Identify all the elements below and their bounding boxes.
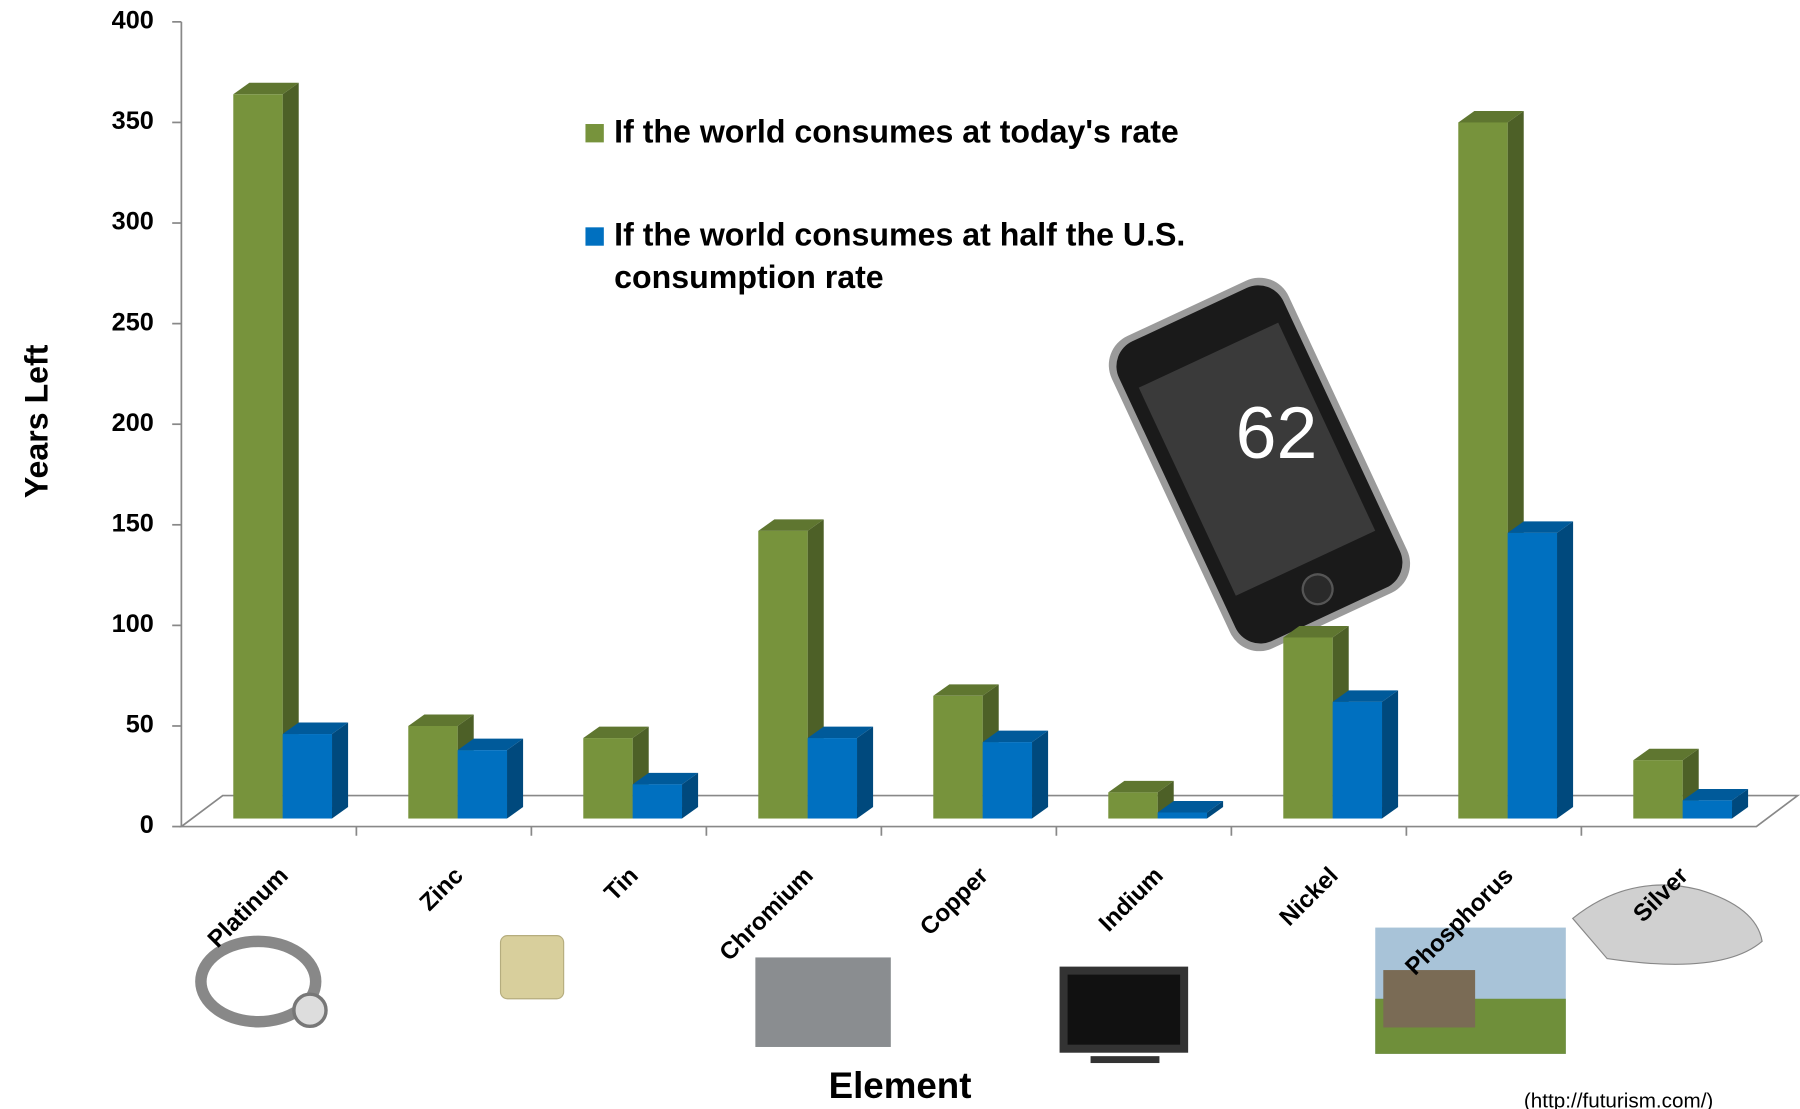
bar [1332, 690, 1399, 819]
bar-top [457, 738, 524, 751]
x-tick-label: Nickel [1274, 862, 1343, 931]
bar-top [1682, 788, 1749, 801]
bar-top [1332, 690, 1399, 702]
car-illustration [1571, 884, 1763, 965]
bar [457, 738, 524, 819]
y-tick-label: 150 [112, 509, 154, 537]
y-tick-label: 300 [112, 208, 154, 236]
legend-line: If the world consumes at today's rate [614, 114, 1179, 150]
legend-label: If the world consumes at today's rate [614, 114, 1179, 150]
bar-top [807, 726, 874, 739]
legend-swatch [585, 124, 604, 143]
bar-front [1108, 792, 1158, 819]
bar [982, 730, 1049, 819]
bar [1633, 748, 1699, 819]
y-axis-label: Years Left [19, 344, 55, 498]
bar-side [1207, 801, 1224, 819]
bar-top [1633, 748, 1699, 761]
bar-top [1108, 780, 1174, 793]
y-tick-label: 50 [126, 711, 154, 739]
y-tick-label: 400 [112, 7, 154, 35]
bar-front [282, 734, 333, 819]
bar-side [857, 726, 874, 819]
bar-front [933, 695, 983, 819]
source: (http://futurism.com/) [1524, 1090, 1713, 1109]
bar-top [1458, 110, 1524, 123]
bar-top [933, 684, 999, 696]
bar [233, 82, 299, 819]
bar-side [332, 722, 349, 819]
y-tick-label: 350 [112, 107, 154, 135]
y-tick-label: 250 [112, 308, 154, 336]
bar-front [583, 738, 633, 819]
phone-illustration [1108, 277, 1411, 652]
bar [1157, 801, 1224, 819]
legend-swatch [585, 227, 604, 246]
bar-front [1332, 701, 1383, 819]
bar-top [982, 730, 1049, 743]
bar-top [1507, 521, 1574, 533]
bar-side [682, 772, 699, 819]
bar-side [1732, 788, 1749, 819]
bar-front [1458, 122, 1508, 819]
bar-front [457, 750, 508, 819]
bar-side [1382, 690, 1399, 819]
bar-side [1557, 521, 1574, 819]
bar [807, 726, 874, 819]
y-tick-label: 200 [112, 409, 154, 437]
bar-top [1157, 801, 1224, 813]
bar [1682, 788, 1749, 819]
y-tick-label: 0 [140, 811, 154, 839]
bar-front [758, 530, 808, 819]
bar-front [408, 725, 458, 819]
x-tick-label: Indium [1094, 862, 1169, 937]
can-illustration [499, 935, 565, 1000]
bar-front [1682, 800, 1733, 819]
scooter-illustration [755, 957, 891, 1047]
bar-front [1633, 760, 1683, 819]
bar-front [233, 94, 283, 819]
bar-front [1283, 637, 1333, 819]
x-tick-label: Copper [915, 862, 994, 941]
ring-illustration [195, 935, 328, 1029]
bar [1108, 780, 1174, 819]
tv-illustration [1059, 966, 1189, 1064]
bar-top [632, 772, 699, 785]
bar-top [233, 82, 299, 95]
x-tick-label: Zinc [415, 862, 469, 916]
annotation: 62 [1236, 391, 1318, 474]
legend-label: If the world consumes at half the U.S. co… [614, 217, 1185, 295]
bar-front [1507, 532, 1558, 819]
x-axis-label: Element [829, 1065, 972, 1106]
bar [632, 772, 699, 819]
bar-side [1032, 730, 1049, 819]
y-tick-label: 100 [112, 610, 154, 638]
legend-line: If the world consumes at half the U.S. [614, 217, 1185, 253]
bar-top [758, 519, 824, 531]
bar-side [282, 82, 299, 819]
bar [282, 722, 349, 819]
bar-top [1283, 625, 1349, 638]
bar-front [807, 738, 858, 819]
x-tick-label: Tin [599, 862, 643, 906]
bar-top [408, 714, 474, 726]
bar-front [982, 742, 1033, 819]
bar-front [1157, 812, 1208, 819]
bar-side [507, 738, 524, 819]
bar-top [282, 722, 349, 735]
legend-line: consumption rate [614, 260, 884, 296]
x-tick-label: Chromium [714, 862, 818, 966]
tractor-illustration [1375, 927, 1566, 1054]
bar-top [583, 726, 649, 739]
bar [1507, 521, 1574, 819]
bar-front [632, 784, 683, 819]
